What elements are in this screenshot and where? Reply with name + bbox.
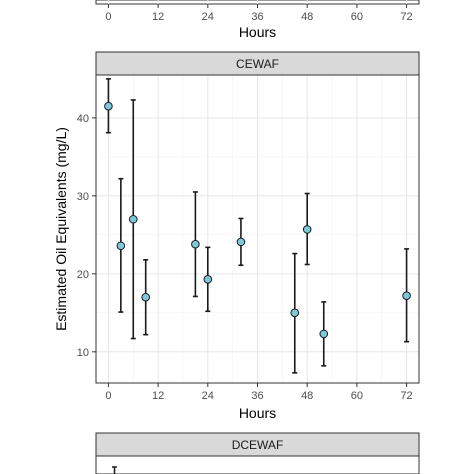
y-tick-label: 10 bbox=[77, 347, 89, 359]
y-tick-label: 20 bbox=[77, 269, 89, 281]
data-point bbox=[104, 101, 113, 111]
x-tick-label: 24 bbox=[202, 390, 214, 402]
data-point bbox=[402, 291, 411, 300]
top-x-tick-label: 24 bbox=[202, 11, 214, 23]
cewaf-x-axis-title: Hours bbox=[239, 405, 276, 421]
top-x-ticks: 0 12 24 36 48 60 72 bbox=[105, 4, 413, 23]
data-point bbox=[290, 308, 300, 318]
dcewaf-strip-label: DCEWAF bbox=[232, 438, 284, 452]
data-point bbox=[191, 239, 200, 249]
y-tick-label: 30 bbox=[77, 191, 89, 203]
dcewaf-plot-area bbox=[95, 455, 420, 474]
y-tick-label: 40 bbox=[77, 113, 89, 125]
cewaf-y-ticks: 10 20 30 40 bbox=[77, 113, 96, 359]
top-x-axis-title: Hours bbox=[239, 24, 276, 40]
top-panel: 0 12 24 36 48 60 72 Hours bbox=[95, 0, 420, 40]
data-point bbox=[128, 214, 138, 224]
data-point bbox=[116, 241, 126, 251]
dcewaf-panel: DCEWAF bbox=[95, 432, 420, 474]
x-tick-label: 60 bbox=[351, 390, 363, 402]
x-tick-label: 48 bbox=[301, 390, 313, 402]
top-x-tick-label: 0 bbox=[105, 11, 111, 23]
cewaf-y-axis-title: Estimated Oil Equivalents (mg/L) bbox=[53, 127, 69, 331]
cewaf-strip-label: CEWAF bbox=[236, 57, 279, 71]
cewaf-panel: CEWAF 10 20 30 40 0 12 24 36 48 60 72 Hours Estim… bbox=[53, 51, 420, 421]
x-tick-label: 36 bbox=[251, 390, 263, 402]
top-panel-grid bbox=[107, 0, 408, 4]
top-x-tick-label: 12 bbox=[152, 11, 164, 23]
x-tick-label: 12 bbox=[152, 390, 164, 402]
data-point bbox=[141, 292, 150, 302]
top-x-tick-label: 36 bbox=[251, 11, 263, 23]
data-point bbox=[319, 329, 329, 339]
top-x-tick-label: 60 bbox=[351, 11, 363, 23]
x-tick-label: 72 bbox=[400, 390, 412, 402]
cewaf-points bbox=[104, 101, 411, 339]
data-point bbox=[302, 225, 312, 234]
x-tick-label: 0 bbox=[105, 390, 111, 402]
cewaf-x-ticks: 0 12 24 36 48 60 72 bbox=[105, 383, 413, 402]
data-point bbox=[236, 237, 246, 247]
top-x-tick-label: 48 bbox=[301, 11, 313, 23]
top-x-tick-label: 72 bbox=[400, 11, 412, 23]
data-point bbox=[203, 274, 213, 284]
